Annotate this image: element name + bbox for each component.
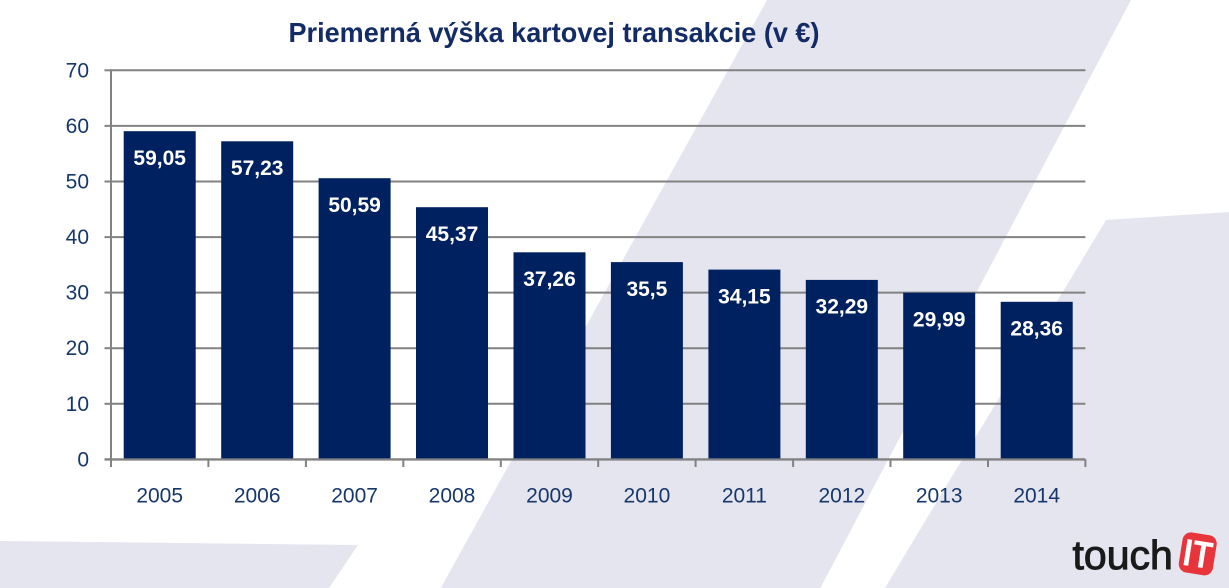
svg-text:2010: 2010: [624, 485, 671, 508]
svg-text:2013: 2013: [916, 485, 963, 508]
svg-text:0: 0: [77, 448, 89, 471]
svg-text:10: 10: [66, 393, 89, 416]
svg-text:70: 70: [66, 59, 89, 82]
svg-text:2011: 2011: [722, 485, 767, 508]
svg-text:2005: 2005: [136, 485, 183, 508]
svg-text:57,23: 57,23: [231, 157, 284, 180]
svg-text:50,59: 50,59: [328, 194, 381, 217]
svg-text:40: 40: [66, 226, 89, 249]
svg-text:37,26: 37,26: [523, 268, 576, 291]
svg-text:2008: 2008: [429, 485, 476, 508]
svg-text:30: 30: [66, 282, 89, 305]
svg-text:touch: touch: [1073, 532, 1173, 578]
svg-text:29,99: 29,99: [913, 309, 966, 332]
svg-text:45,37: 45,37: [426, 223, 479, 246]
svg-text:2012: 2012: [818, 485, 865, 508]
svg-text:32,29: 32,29: [816, 296, 869, 319]
svg-text:2006: 2006: [234, 485, 281, 508]
svg-text:50: 50: [66, 171, 89, 194]
svg-text:2014: 2014: [1013, 485, 1060, 508]
svg-text:20: 20: [66, 337, 89, 360]
svg-text:59,05: 59,05: [133, 147, 186, 170]
svg-text:IT: IT: [1180, 532, 1215, 578]
svg-text:2007: 2007: [331, 485, 378, 508]
svg-text:2009: 2009: [526, 485, 573, 508]
svg-text:Priemerná výška kartovej trans: Priemerná výška kartovej transakcie (v €…: [289, 17, 820, 48]
svg-text:35,5: 35,5: [626, 278, 667, 301]
svg-text:34,15: 34,15: [718, 285, 771, 308]
svg-text:28,36: 28,36: [1010, 318, 1063, 341]
svg-text:60: 60: [66, 115, 89, 138]
